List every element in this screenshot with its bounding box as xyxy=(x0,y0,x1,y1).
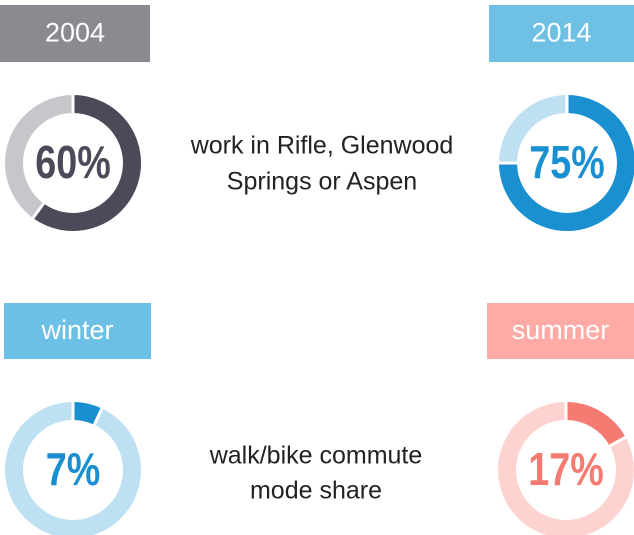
header-label: 2014 xyxy=(531,18,591,48)
header-box xyxy=(489,5,634,62)
header-label: summer xyxy=(512,315,610,345)
donut-arc xyxy=(33,95,141,231)
caption: walk/bike commute xyxy=(209,442,423,470)
header-label: winter xyxy=(40,315,113,345)
value-label: 17% xyxy=(528,444,603,495)
value-label: 75% xyxy=(529,137,604,188)
donut-arc xyxy=(565,402,626,447)
header-box xyxy=(0,5,150,62)
header-label: 2004 xyxy=(45,18,105,48)
arc-gap xyxy=(609,435,627,448)
arc-gap xyxy=(92,407,104,426)
caption: work in Rifle, Glenwood xyxy=(190,132,454,160)
caption: Springs or Aspen xyxy=(227,168,417,196)
header-box xyxy=(487,303,634,359)
header-box xyxy=(4,303,151,359)
caption: mode share xyxy=(250,477,382,505)
arc-gap xyxy=(31,202,45,219)
donut-arc xyxy=(499,95,634,231)
donut-arc xyxy=(72,402,102,425)
value-label: 7% xyxy=(46,444,101,495)
value-label: 60% xyxy=(35,137,110,188)
